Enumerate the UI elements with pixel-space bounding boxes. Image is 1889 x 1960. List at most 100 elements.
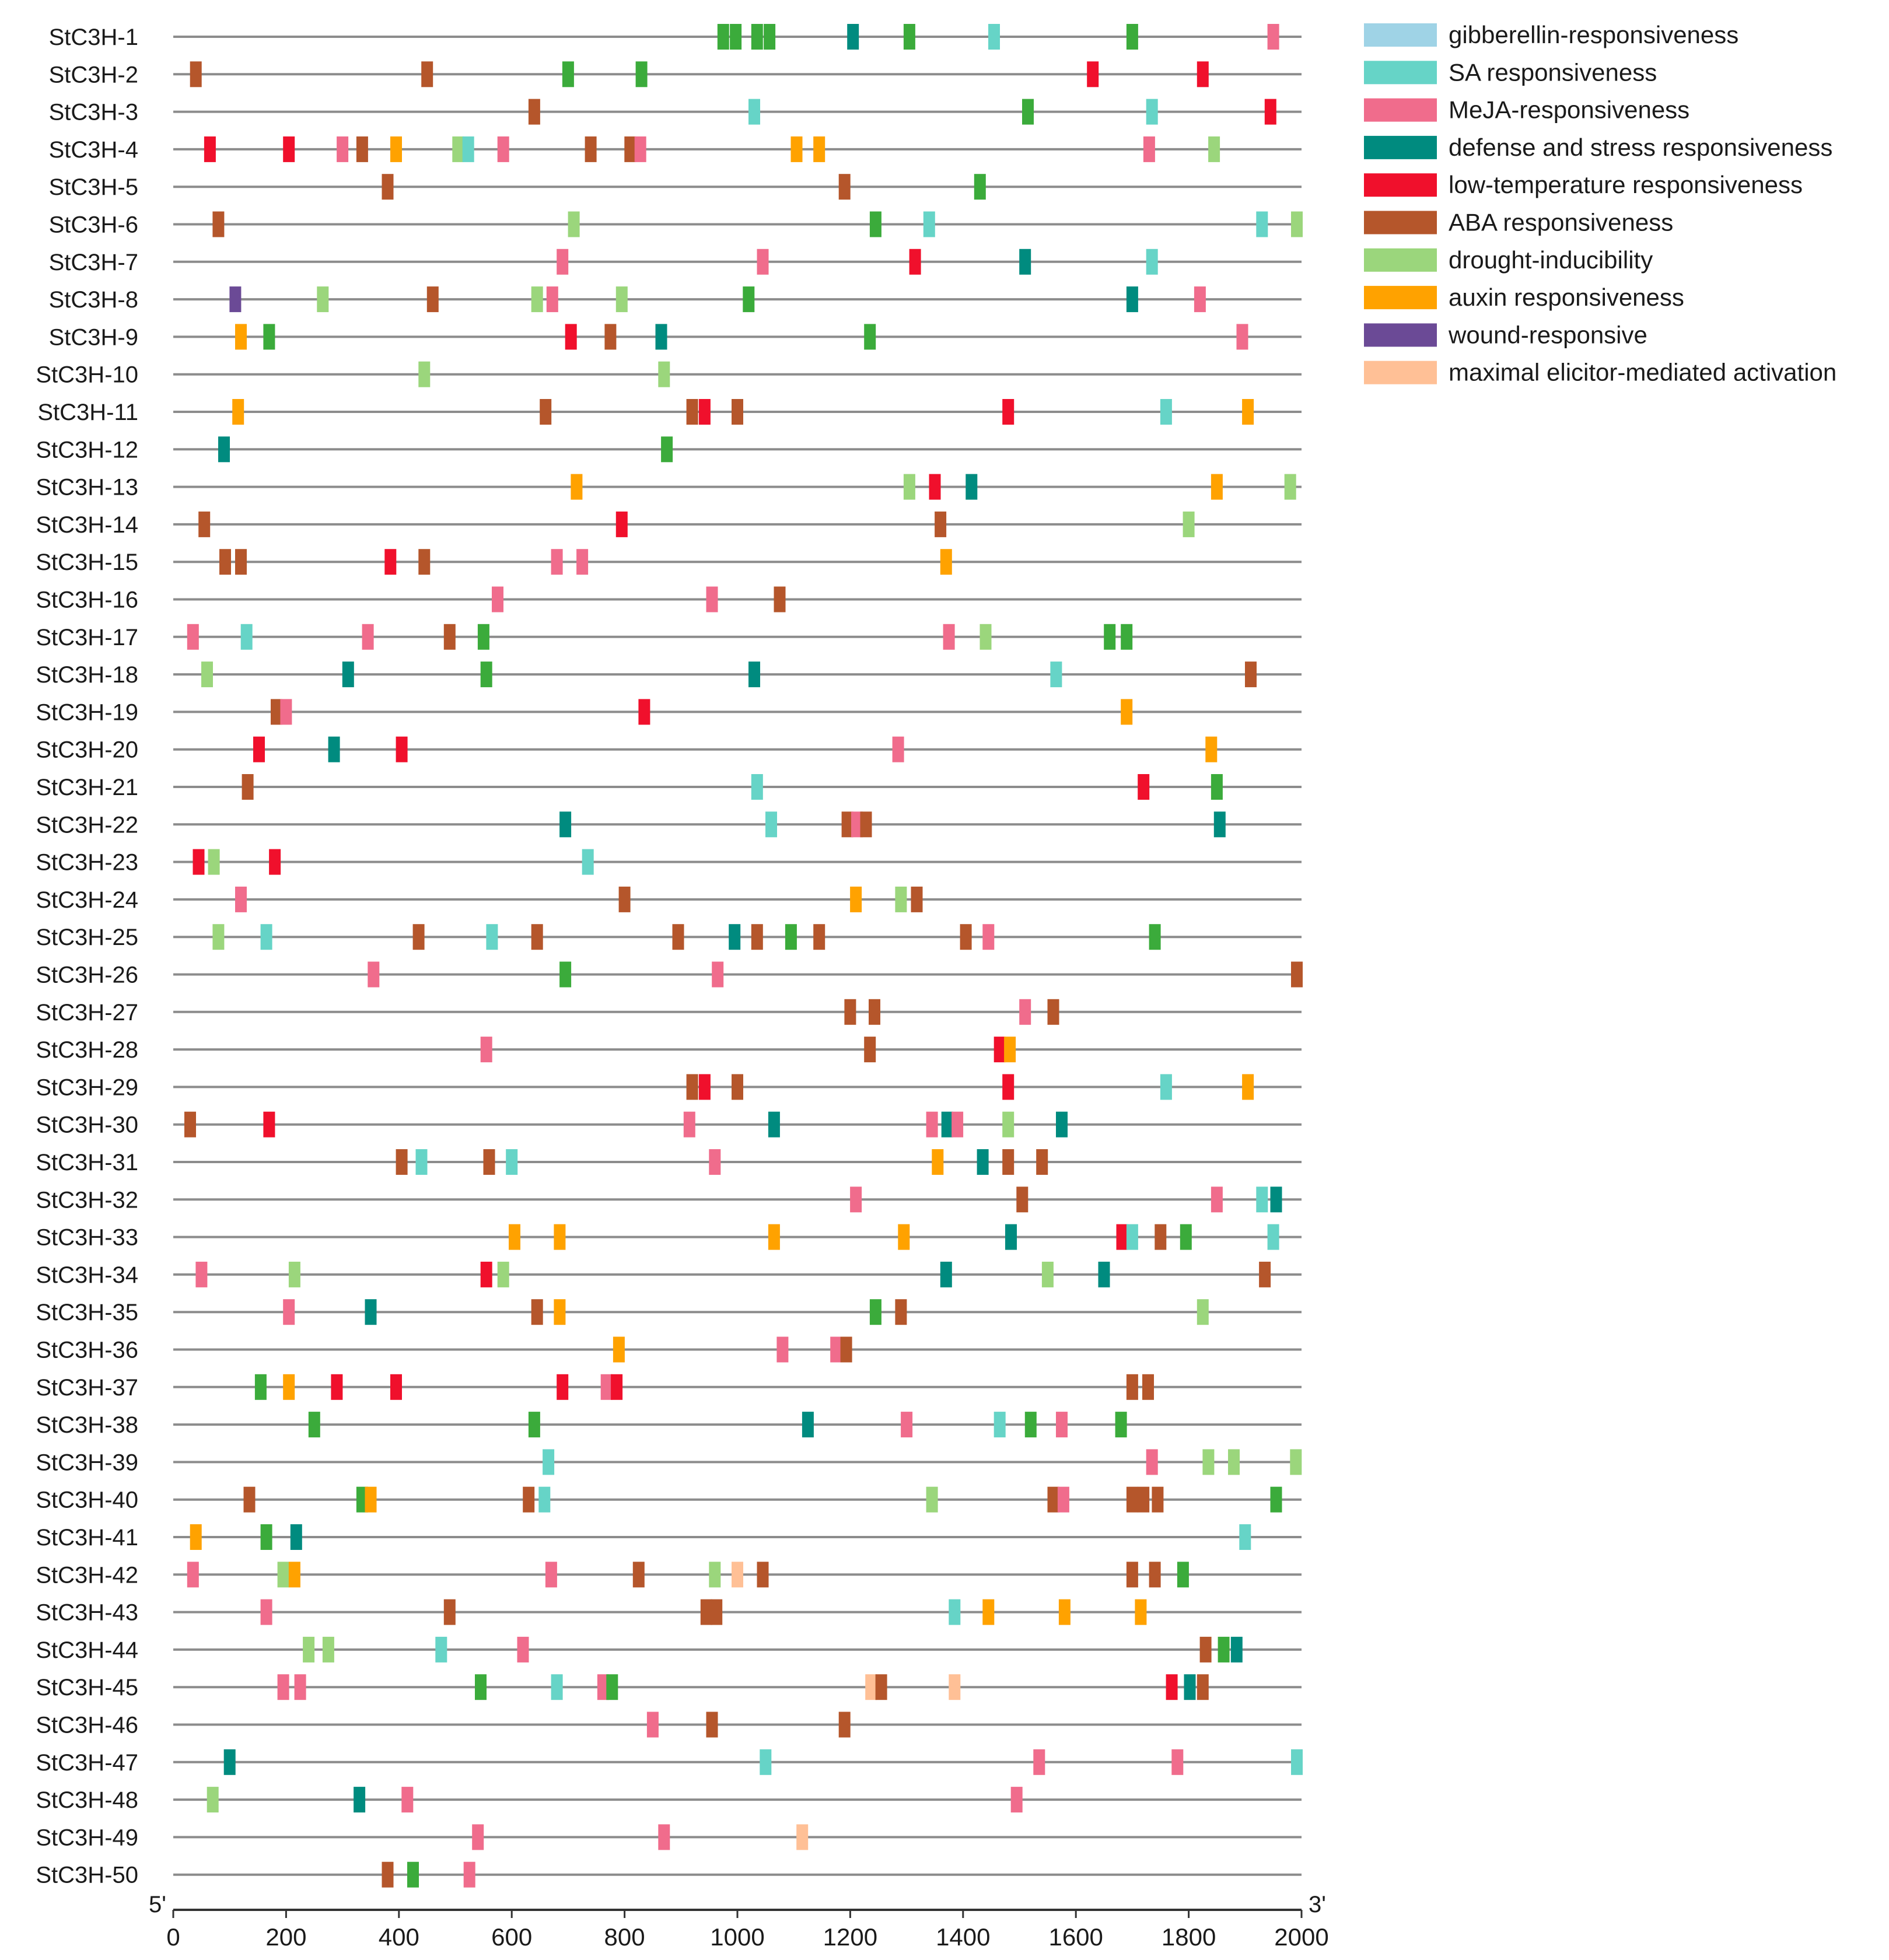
element-box-meja: [892, 736, 904, 762]
gene-row: StC3H-35: [36, 1299, 1302, 1325]
element-box-lowtemp: [390, 1374, 402, 1400]
gene-label: StC3H-35: [36, 1300, 138, 1325]
element-box-green: [260, 1524, 272, 1550]
element-box-drought: [1290, 1449, 1302, 1475]
element-box-aba: [1126, 1486, 1138, 1513]
gene-label: StC3H-15: [36, 550, 138, 575]
element-box-aba: [860, 811, 872, 838]
element-box-defense: [1230, 1636, 1243, 1662]
legend-item: low-temperature responsiveness: [1364, 171, 1803, 198]
gene-label: StC3H-46: [36, 1713, 138, 1738]
x-tick-label: 400: [379, 1923, 419, 1951]
element-box-sa: [765, 811, 777, 838]
legend-label: defense and stress responsiveness: [1449, 134, 1832, 161]
element-box-sa: [751, 774, 763, 800]
element-box-auxin: [850, 886, 862, 912]
element-box-sa: [1267, 1224, 1279, 1250]
gene-label: StC3H-48: [36, 1787, 138, 1813]
element-box-aba: [356, 136, 368, 162]
element-box-defense: [977, 1149, 989, 1175]
element-box-drought: [615, 286, 628, 313]
element-box-meja: [545, 1562, 557, 1588]
element-box-meja: [463, 1861, 475, 1888]
element-box-lowtemp: [193, 849, 205, 875]
element-box-aba: [838, 1712, 851, 1738]
element-box-drought: [201, 662, 213, 688]
element-box-aba: [1126, 1562, 1138, 1588]
element-box-aba: [382, 1861, 394, 1888]
legend-item: drought-inducibility: [1364, 246, 1653, 274]
element-box-drought: [418, 361, 431, 387]
element-box-aba: [443, 624, 456, 650]
element-box-aba: [751, 924, 763, 950]
gene-label: StC3H-30: [36, 1112, 138, 1138]
element-box-defense: [1126, 286, 1138, 313]
legend-item: MeJA-responsiveness: [1364, 96, 1689, 124]
gene-row: StC3H-4: [49, 136, 1302, 163]
element-box-aba: [1002, 1149, 1015, 1175]
x-tick-label: 1800: [1162, 1923, 1216, 1951]
legend-swatch: [1364, 98, 1437, 122]
element-box-auxin: [940, 549, 952, 575]
element-box-lowtemp: [1087, 61, 1099, 88]
element-box-drought: [1197, 1299, 1209, 1325]
gene-row: StC3H-43: [36, 1599, 1302, 1626]
gene-row: StC3H-46: [36, 1712, 1302, 1738]
legend-swatch: [1364, 360, 1437, 384]
element-box-defense: [559, 811, 572, 838]
element-box-meja: [497, 136, 509, 162]
element-box-auxin: [190, 1524, 202, 1550]
gene-label: StC3H-40: [36, 1488, 138, 1513]
gene-row: StC3H-9: [49, 324, 1302, 350]
element-box-drought: [1291, 211, 1303, 237]
gene-label: StC3H-13: [36, 475, 138, 501]
element-box-green: [785, 924, 797, 950]
gene-row: StC3H-36: [36, 1336, 1302, 1363]
element-box-lowtemp: [638, 699, 650, 725]
element-box-drought: [568, 211, 580, 237]
element-box-defense: [802, 1412, 814, 1438]
element-box-aba: [443, 1599, 456, 1625]
element-box-auxin: [1211, 474, 1223, 500]
gene-label: StC3H-18: [36, 662, 138, 688]
element-box-auxin: [288, 1562, 300, 1588]
gene-label: StC3H-38: [36, 1412, 138, 1438]
element-box-auxin: [1058, 1599, 1071, 1625]
element-box-drought: [1208, 136, 1220, 162]
element-box-green: [1126, 24, 1138, 50]
gene-label: StC3H-29: [36, 1074, 138, 1100]
element-box-drought: [212, 924, 225, 950]
legend-swatch: [1364, 211, 1437, 235]
element-box-drought: [277, 1562, 289, 1588]
gene-row: StC3H-41: [36, 1524, 1302, 1550]
element-box-aba: [382, 174, 394, 200]
element-box-green: [1115, 1412, 1127, 1438]
element-box-lowtemp: [1002, 399, 1015, 425]
element-box-aba: [1155, 1224, 1167, 1250]
element-box-drought: [1002, 1111, 1015, 1138]
element-box-defense: [748, 662, 760, 688]
element-box-lowtemp: [1002, 1074, 1015, 1100]
element-box-aba: [757, 1562, 769, 1588]
gene-label: StC3H-17: [36, 625, 138, 650]
element-box-aba: [960, 924, 972, 950]
gene-label: StC3H-24: [36, 887, 138, 913]
element-box-green: [1211, 774, 1223, 800]
element-box-meja: [280, 699, 292, 725]
x-tick-label: 800: [604, 1923, 645, 1951]
element-box-aba: [732, 399, 743, 425]
element-box-meja: [1010, 1787, 1023, 1813]
x-tick-label: 1600: [1048, 1923, 1103, 1951]
element-box-sa: [1146, 99, 1158, 125]
element-box-meja: [1146, 1449, 1158, 1475]
gene-row: StC3H-40: [36, 1486, 1302, 1513]
element-box-green: [869, 1299, 881, 1325]
element-box-sa: [748, 99, 760, 125]
element-box-lowtemp: [396, 736, 408, 762]
gene-label: StC3H-5: [49, 174, 138, 200]
element-box-aba: [219, 549, 231, 575]
element-box-sa: [462, 136, 474, 162]
element-box-green: [1104, 624, 1116, 650]
element-box-meja: [277, 1674, 289, 1700]
element-box-defense: [768, 1111, 780, 1138]
